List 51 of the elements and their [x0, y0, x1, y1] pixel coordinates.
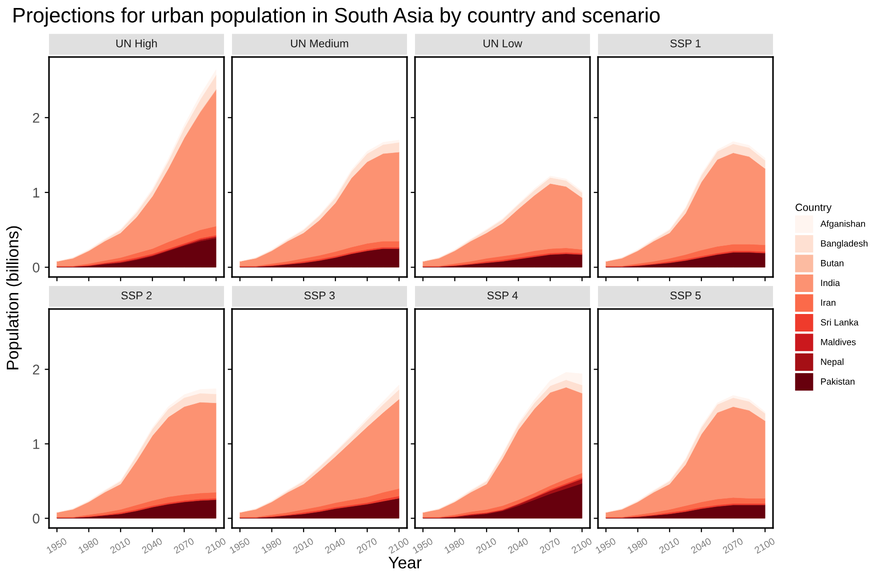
y-tick-label: 1	[33, 188, 40, 198]
chart-title: SSP 1	[670, 39, 701, 48]
x-tick-label: 2100	[204, 537, 226, 554]
chart-title: SSP 3	[304, 292, 335, 300]
legend-title: Country	[796, 204, 832, 214]
chart-title: UN Medium	[291, 39, 348, 48]
x-tick-label: 1980	[444, 537, 466, 554]
x-tick-label: 1980	[78, 537, 100, 554]
x-tick-label: 2070	[173, 537, 195, 554]
chart-title: SSP 2	[121, 292, 152, 300]
x-tick-label: 2010	[292, 537, 314, 554]
x-tick-label: 2070	[356, 537, 378, 554]
x-tick-label: 2040	[141, 537, 163, 554]
y-tick-label: 2	[32, 112, 40, 123]
x-tick-label: 2040	[324, 537, 346, 554]
x-tick-label: 2100	[388, 537, 410, 554]
x-tick-label: 1950	[229, 537, 250, 554]
legend-label: Iran	[821, 300, 836, 306]
legend-label: Sri Lanka	[820, 318, 859, 326]
chart-title: UN Low	[484, 40, 522, 48]
chart-title: SSP 5	[670, 292, 701, 300]
legend-label: Maldives	[821, 338, 856, 346]
legend-label: India	[821, 279, 840, 286]
x-axis-title: Year	[388, 556, 422, 568]
x-tick-label: 2100	[570, 537, 592, 554]
x-tick-label: 1950	[412, 537, 434, 554]
text: Projections for urban population in South Asia by country and scenario	[14, 7, 660, 27]
legend-label: Butan	[821, 260, 844, 266]
x-tick-label: 2040	[690, 537, 712, 554]
x-tick-label: 2010	[110, 537, 131, 554]
y-axis-title: Population (billions)	[6, 226, 22, 370]
x-tick-label: 1980	[626, 537, 648, 554]
y-tick-label: 1	[33, 439, 40, 449]
y-tick-label: 2	[32, 364, 40, 374]
x-tick-label: 2100	[754, 537, 776, 554]
legend-label: Bangladesh	[821, 240, 868, 248]
y-tick-label: 0	[32, 262, 40, 272]
x-tick-label: 2070	[539, 537, 561, 554]
legend-label: Pakistan	[821, 378, 854, 385]
chart-title: SSP 4	[487, 292, 518, 300]
x-tick-label: 2010	[658, 537, 680, 554]
legend-label: Afganishan	[820, 220, 865, 229]
x-tick-label: 2070	[722, 537, 744, 554]
x-tick-label: 1950	[46, 537, 68, 554]
x-tick-label: 2040	[507, 537, 529, 554]
x-tick-label: 1950	[595, 537, 616, 554]
x-tick-label: 2010	[476, 537, 497, 554]
chart-title: UN High	[116, 39, 157, 50]
y-tick-label: 0	[32, 514, 40, 524]
legend-label: Nepal	[821, 358, 844, 367]
x-tick-label: 1980	[260, 537, 282, 554]
